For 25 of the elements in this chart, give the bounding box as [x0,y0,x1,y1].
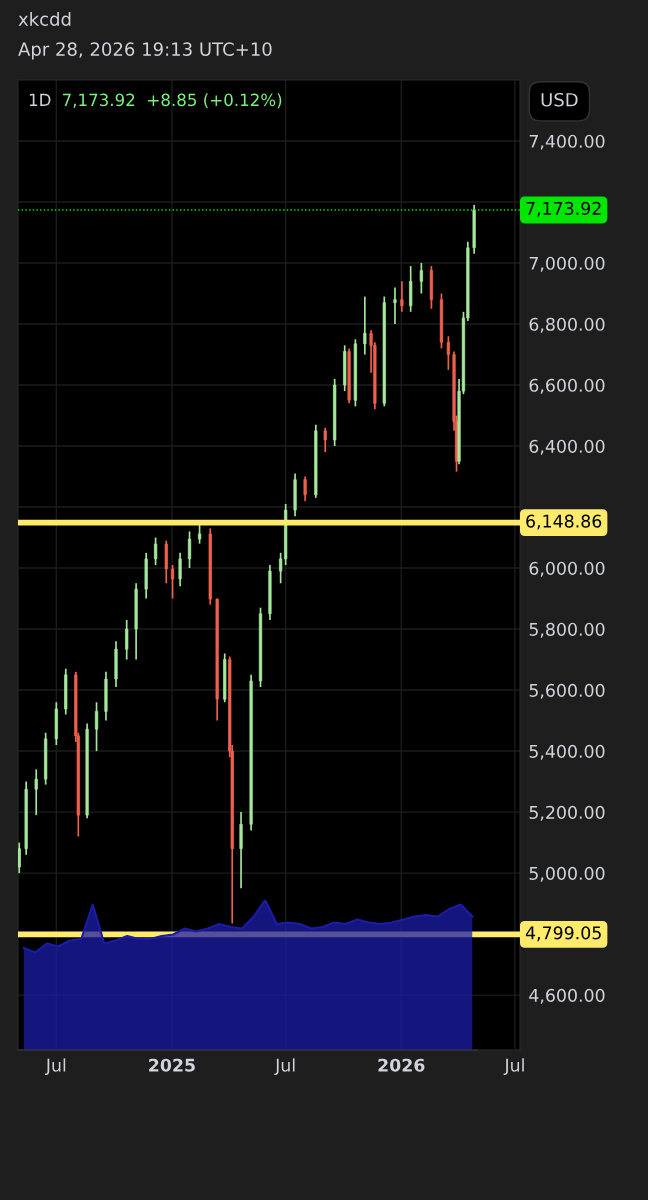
y-tick-label: 7,400.00 [529,134,605,150]
y-tick-label: 6,400.00 [529,439,605,455]
y-tick-label: 5,400.00 [529,744,605,760]
ref-line-label: 4,799.05 [525,926,601,942]
y-tick-label: 5,200.00 [529,805,605,821]
x-tick-label: Jul [44,1058,66,1075]
x-tick-label: 2026 [378,1058,425,1072]
y-tick-label: 6,000.00 [529,561,605,577]
y-tick-label: 5,000.00 [529,866,605,882]
y-axis-title: USD [541,92,578,107]
x-tick-label: Jul [503,1058,524,1075]
x-tick-label: 2025 [149,1058,195,1072]
ref-line-label: 6,148.86 [526,514,602,530]
x-tick-label: Jul [274,1058,295,1075]
y-tick-label: 6,600.00 [529,378,605,394]
y-tick-label: 5,800.00 [529,622,605,638]
y-tick-label: 4,600.00 [529,988,605,1004]
ref-line-label: 7,173.92 [526,201,601,217]
chart-subtitle: Apr 28, 2026 19:13 UTC+10 [18,42,272,60]
y-tick-label: 5,600.00 [529,683,605,699]
annotation: 7,173.92 +8.85 (+0.12%) [62,93,282,109]
chart-title: xkcdd [18,12,71,26]
annotation: 1D [29,93,51,106]
y-tick-label: 6,800.00 [529,317,605,333]
y-tick-label: 7,000.00 [529,256,605,272]
